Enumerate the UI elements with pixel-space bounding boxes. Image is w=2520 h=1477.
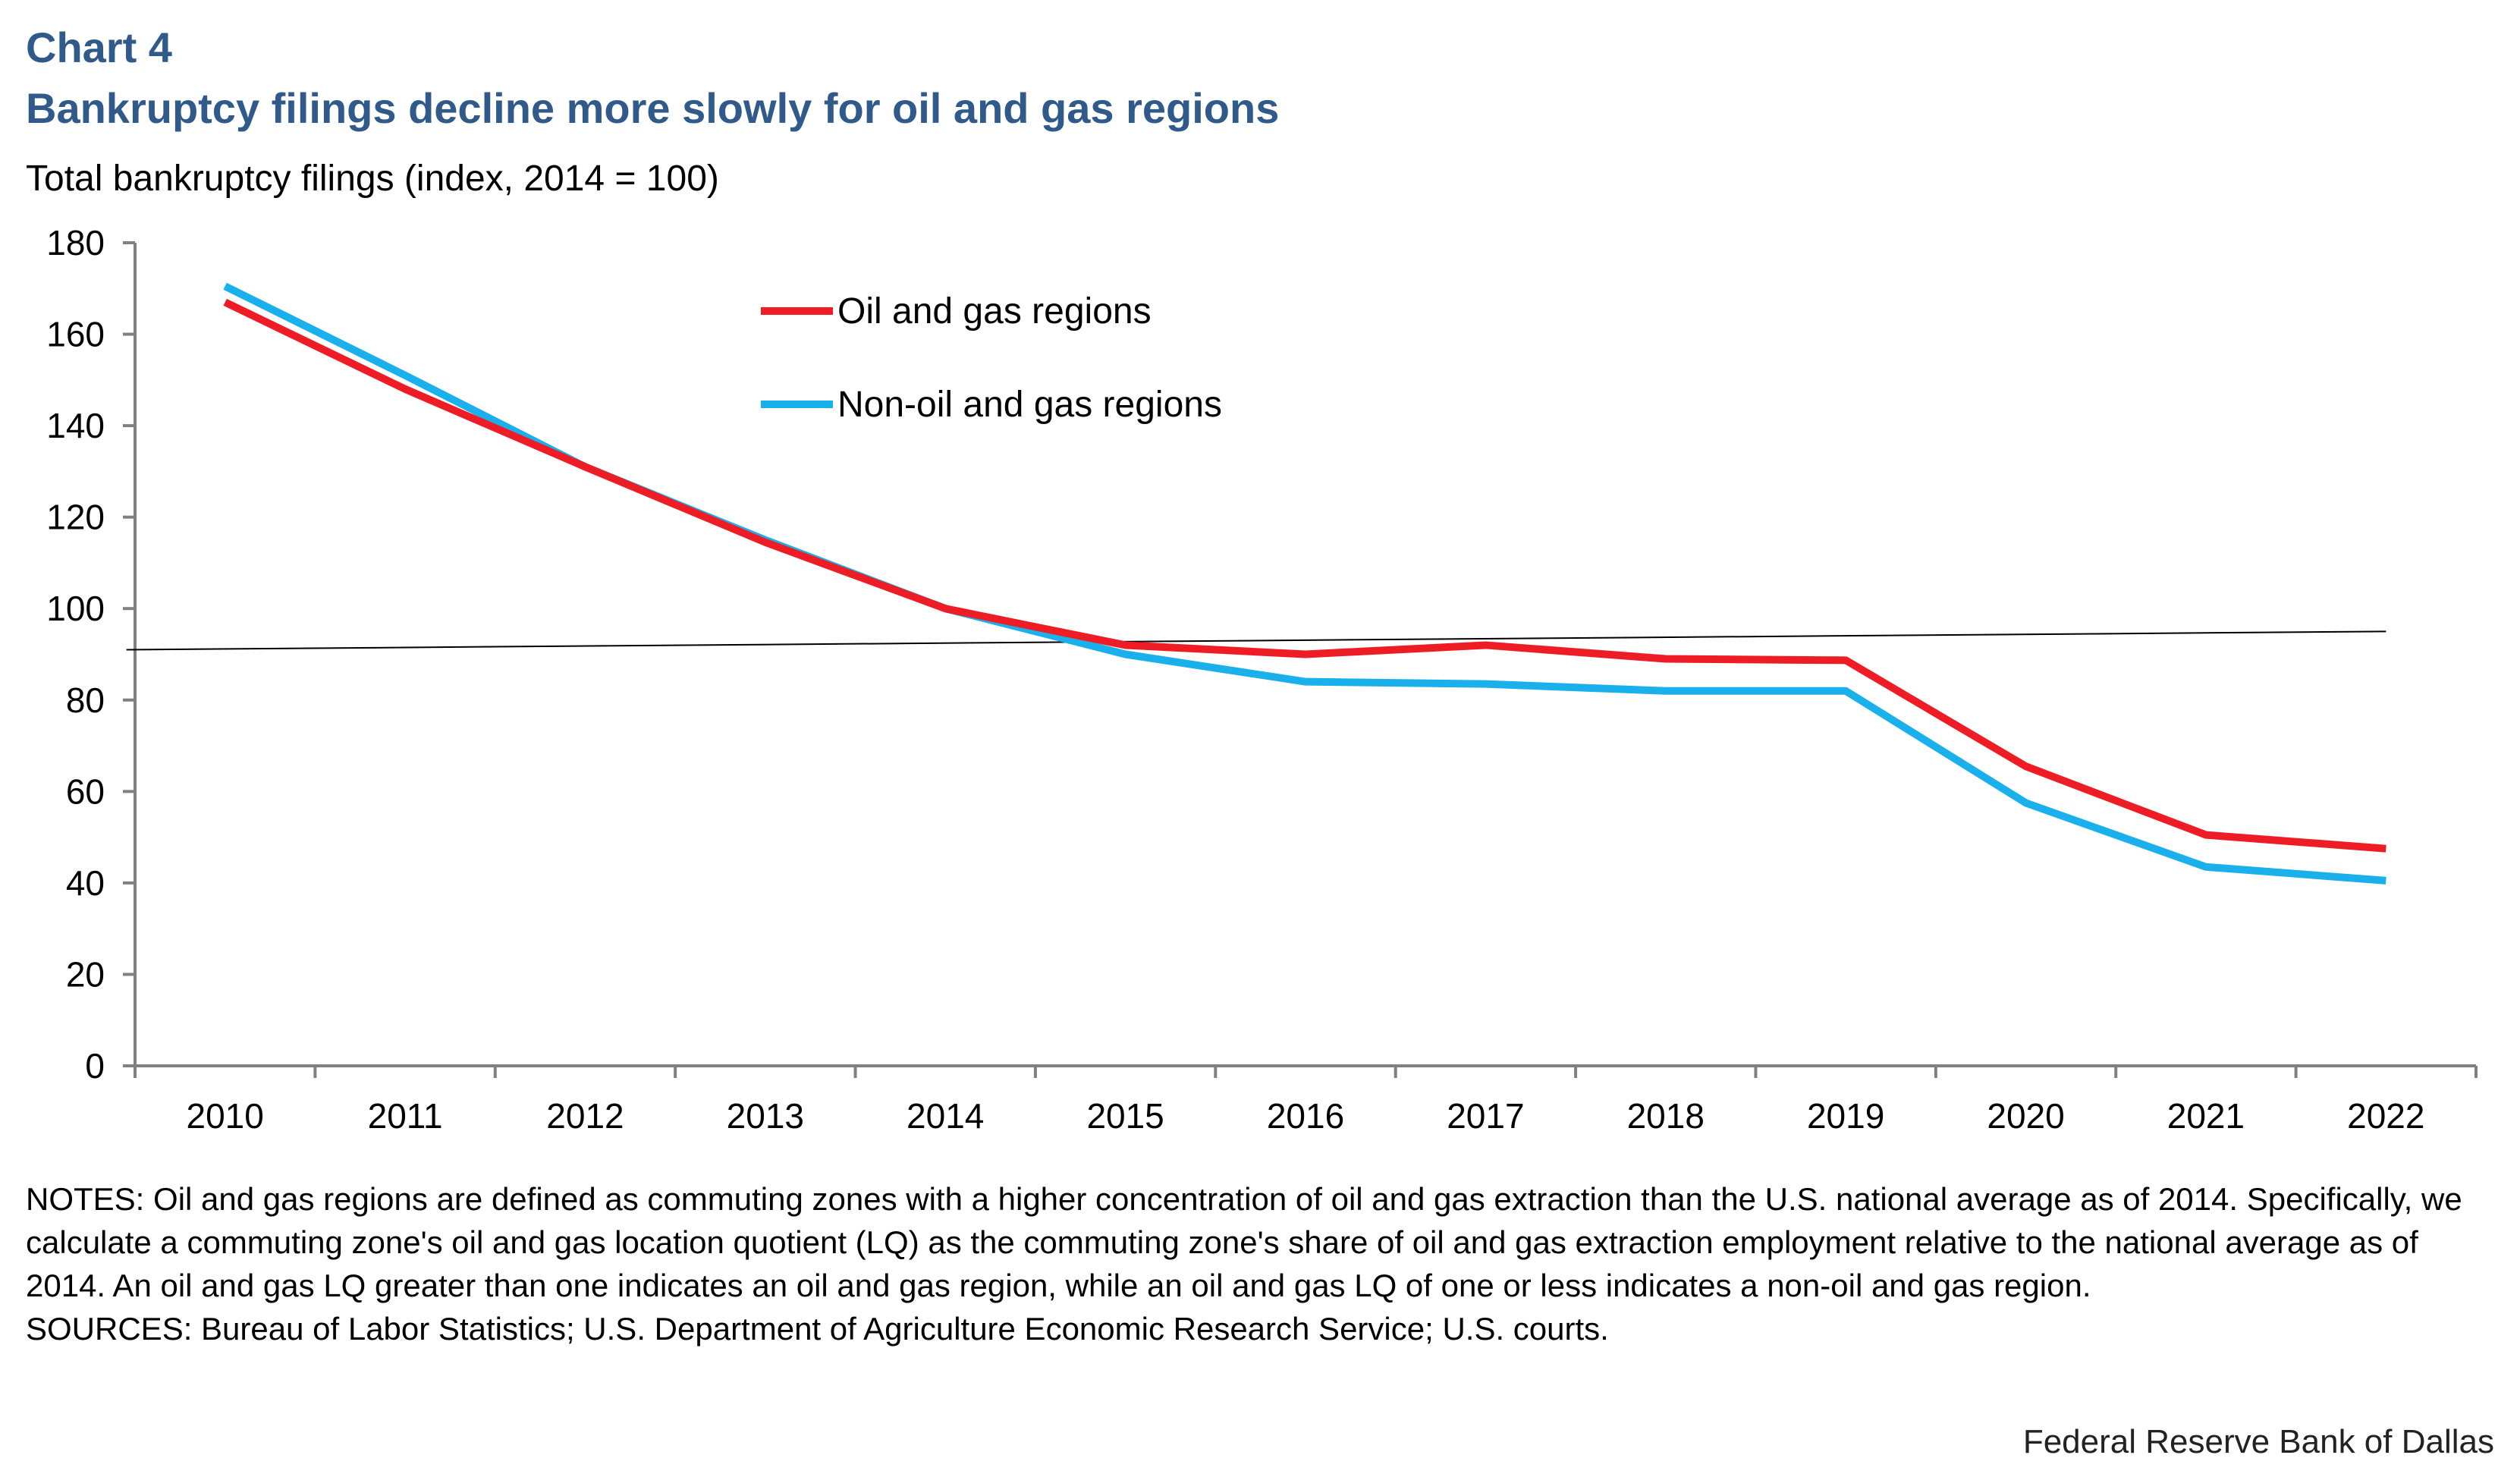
trend-line-group	[126, 630, 2386, 651]
notes-text: NOTES: Oil and gas regions are defined a…	[26, 1181, 2462, 1303]
y-tick-label: 140	[46, 406, 105, 445]
series-line-oil-gas	[223, 298, 2386, 853]
x-tick-label: 2010	[187, 1096, 264, 1136]
x-tick-label: 2021	[2167, 1096, 2245, 1136]
y-tick-label: 20	[66, 954, 105, 994]
y-tick-label: 120	[46, 498, 105, 537]
x-tick-label: 2019	[1807, 1096, 1884, 1136]
chart-label: Chart 4	[26, 24, 172, 71]
x-tick-label: 2011	[368, 1096, 443, 1136]
y-tick-label: 40	[66, 863, 105, 903]
y-axis-title: Total bankruptcy filings (index, 2014 = …	[26, 159, 719, 199]
chart-legend: Oil and gas regions Non-oil and gas regio…	[761, 291, 1222, 425]
x-tick-label: 2014	[907, 1096, 984, 1136]
series-line-non-oil-gas	[223, 282, 2386, 885]
legend-label-non-oil-gas: Non-oil and gas regions	[837, 385, 1222, 425]
y-tick-label: 160	[46, 315, 105, 354]
y-tick-label: 180	[46, 223, 105, 262]
sources-text: SOURCES: Bureau of Labor Statistics; U.S…	[26, 1311, 1609, 1347]
legend-label-oil-gas: Oil and gas regions	[837, 291, 1152, 332]
x-tick-label: 2015	[1086, 1096, 1164, 1136]
chart-title: Bankruptcy filings decline more slowly f…	[26, 84, 1280, 132]
line-chart: 0 20 40 60 80 100 120 140 160 180 2010 2011 2012 2013…	[46, 223, 2478, 1136]
y-tick-label: 100	[46, 589, 105, 628]
chart-axes: 0 20 40 60 80 100 120 140 160 180 2010 2011 2012 2013…	[46, 223, 2478, 1136]
x-tick-label: 2017	[1447, 1096, 1524, 1136]
x-tick-label: 2022	[2347, 1096, 2424, 1136]
y-tick-label: 0	[85, 1046, 105, 1086]
x-tick-label: 2020	[1987, 1096, 2064, 1136]
y-tick-label: 80	[66, 680, 105, 720]
series-group	[223, 282, 2386, 885]
x-tick-label: 2018	[1627, 1096, 1705, 1136]
source-credit: Federal Reserve Bank of Dallas	[2022, 1423, 2494, 1460]
notes-block: NOTES: Oil and gas regions are defined a…	[26, 1177, 2476, 1350]
x-tick-label: 2012	[546, 1096, 624, 1136]
x-tick-label: 2013	[727, 1096, 804, 1136]
trend-line	[126, 630, 2386, 651]
y-tick-label: 60	[66, 771, 105, 811]
x-tick-label: 2016	[1267, 1096, 1344, 1136]
